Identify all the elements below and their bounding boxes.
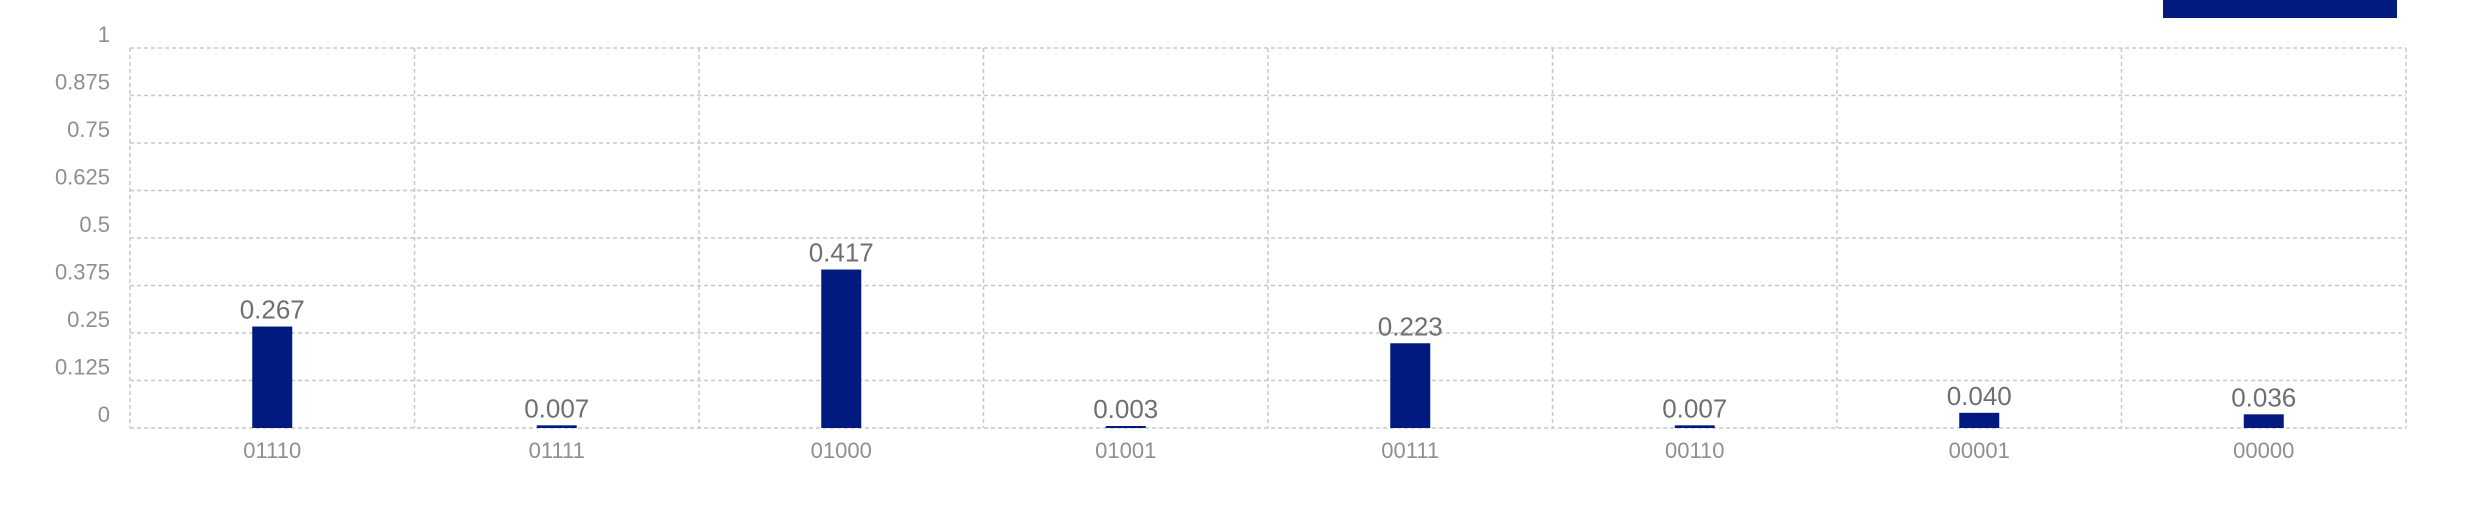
x-tick-label: 00001	[1949, 438, 2010, 463]
x-tick-label: 01110	[243, 438, 301, 463]
bar-value-label: 0.223	[1378, 311, 1443, 341]
y-tick-label: 0.125	[55, 355, 110, 380]
x-tick-label: 00111	[1381, 438, 1439, 463]
bar-01000	[821, 269, 862, 428]
bar-01001	[1105, 426, 1146, 428]
bar-01111	[536, 425, 577, 428]
x-tick-label: 01001	[1095, 438, 1156, 463]
bar-00000	[2243, 414, 2284, 428]
x-tick-label: 01111	[529, 438, 585, 463]
y-tick-label: 0.625	[55, 165, 110, 190]
bar-01110	[252, 326, 293, 428]
x-tick-label: 00000	[2233, 438, 2294, 463]
y-tick-label: 1	[98, 22, 110, 47]
y-tick-label: 0.5	[79, 212, 110, 237]
bar-value-label: 0.003	[1093, 394, 1158, 424]
y-tick-label: 0	[98, 402, 110, 427]
bar-00110	[1674, 425, 1715, 428]
bar-value-label: 0.417	[809, 238, 874, 268]
vertical-grid	[129, 48, 2407, 428]
bar-00001	[1959, 412, 2000, 428]
x-tick-label: 01000	[811, 438, 872, 463]
bar-value-label: 0.007	[1662, 393, 1727, 423]
y-tick-label: 0.375	[55, 260, 110, 285]
bar-value-label: 0.267	[240, 295, 305, 325]
bar-value-label: 0.036	[2231, 382, 2296, 412]
bar-series	[252, 269, 2284, 428]
legend-swatch	[2163, 0, 2397, 18]
bar-00111	[1390, 343, 1431, 428]
y-tick-label: 0.25	[67, 307, 110, 332]
bar-value-labels: 0.267 0.007 0.417 0.003 0.223 0.007 0.040 0.036	[240, 238, 2297, 424]
bar-value-label: 0.040	[1947, 381, 2012, 411]
y-axis-tick-labels: 0 0.125 0.25 0.375 0.5 0.625 0.75 0.875 1	[55, 22, 110, 427]
x-tick-label: 00110	[1665, 438, 1725, 463]
y-tick-label: 0.75	[67, 117, 110, 142]
bar-value-label: 0.007	[524, 393, 589, 423]
x-axis-tick-labels: 01110 01111 01000 01001 00111 00110 00001 00000	[243, 438, 2294, 463]
y-tick-label: 0.875	[55, 70, 110, 95]
